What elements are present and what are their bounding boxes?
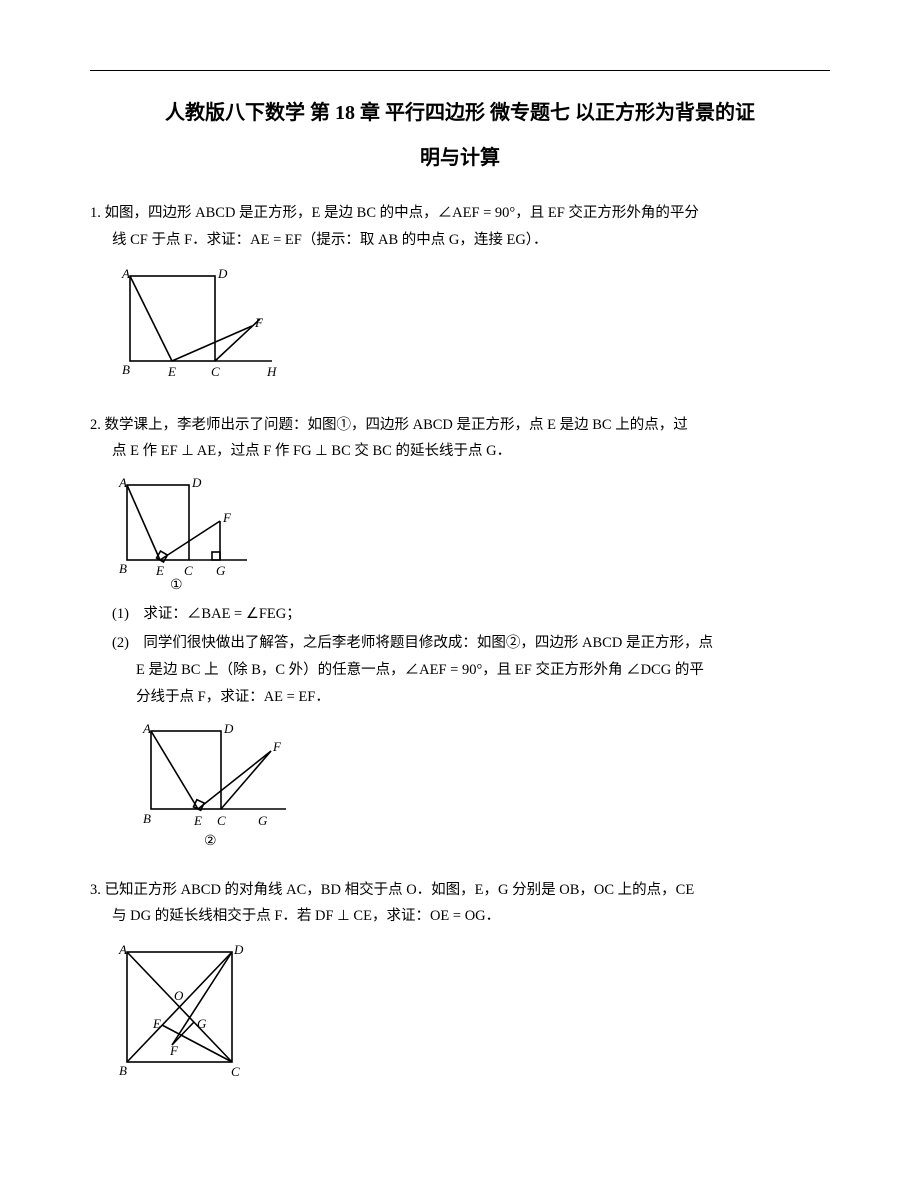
title-line1: 人教版八下数学 第 18 章 平行四边形 微专题七 以正方形为背景的证 [90, 95, 830, 131]
title-line2: 明与计算 [90, 141, 830, 170]
f1-B: B [119, 561, 127, 576]
f2-B: B [143, 811, 151, 826]
p1-figure: A D B E C F H [112, 264, 830, 386]
f2-G: G [258, 813, 268, 828]
p2-text: 数学课上，李老师出示了问题：如图①，四边形 ABCD 是正方形，点 E 是边 B… [105, 417, 688, 433]
f3-F: F [169, 1043, 179, 1058]
page: 人教版八下数学 第 18 章 平行四边形 微专题七 以正方形为背景的证 明与计算… [0, 0, 920, 1191]
lbl-A: A [121, 266, 130, 281]
problem-2: 2. 数学课上，李老师出示了问题：如图①，四边形 ABCD 是正方形，点 E 是… [90, 412, 830, 851]
lbl-C: C [211, 364, 220, 379]
lbl-E: E [167, 364, 176, 379]
f3-A: A [118, 942, 127, 957]
f3-D: D [233, 942, 244, 957]
f2-C: C [217, 813, 226, 828]
p3-line2: 与 DG 的延长线相交于点 F．若 DF ⊥ CE，求证：OE = OG． [90, 903, 830, 930]
p2-p2t2: E 是边 BC 上（除 B，C 外）的任意一点，∠AEF = 90°，且 EF … [90, 657, 830, 684]
p3-line1: 3. 已知正方形 ABCD 的对角线 AC，BD 相交于点 O．如图，E，G 分… [90, 877, 830, 904]
p2-line1: 2. 数学课上，李老师出示了问题：如图①，四边形 ABCD 是正方形，点 E 是… [90, 412, 830, 439]
f1-C: C [184, 563, 193, 578]
p2-figure1: A D B E C F G ① [112, 475, 830, 595]
f2-D: D [223, 721, 234, 736]
f3-B: B [119, 1063, 127, 1078]
lbl-D: D [217, 266, 228, 281]
f2-A: A [142, 721, 151, 736]
p1-line2: 线 CF 于点 F．求证：AE = EF（提示：取 AB 的中点 G，连接 EG… [90, 227, 830, 254]
problem-3: 3. 已知正方形 ABCD 的对角线 AC，BD 相交于点 O．如图，E，G 分… [90, 877, 830, 1086]
p2-p2n: (2) [112, 635, 129, 651]
f2-F: F [272, 739, 282, 754]
lbl-F: F [254, 315, 264, 330]
p1-line1: 1. 如图，四边形 ABCD 是正方形，E 是边 BC 的中点，∠AEF = 9… [90, 200, 830, 227]
f2-E: E [193, 813, 202, 828]
p1-num: 1. [90, 205, 101, 221]
p2-part1: (1) 求证：∠BAE = ∠FEG； [90, 601, 830, 628]
p2-p1t: 求证：∠BAE = ∠FEG； [143, 606, 300, 622]
f1-D: D [191, 475, 202, 490]
lbl-H: H [266, 364, 277, 379]
top-rule [90, 70, 830, 71]
p3-num: 3. [90, 882, 101, 898]
f3-G: G [197, 1016, 207, 1031]
problem-1: 1. 如图，四边形 ABCD 是正方形，E 是边 BC 的中点，∠AEF = 9… [90, 200, 830, 386]
p1-text: 如图，四边形 ABCD 是正方形，E 是边 BC 的中点，∠AEF = 90°，… [105, 205, 699, 221]
p2-num: 2. [90, 417, 101, 433]
p2-p1n: (1) [112, 606, 129, 622]
f1-F: F [222, 510, 232, 525]
p3-figure: A D B C O E G F [112, 940, 830, 1085]
f1-E: E [155, 563, 164, 578]
p2-part2: (2) 同学们很快做出了解答，之后李老师将题目修改成：如图②，四边形 ABCD … [90, 630, 830, 657]
p3-text: 已知正方形 ABCD 的对角线 AC，BD 相交于点 O．如图，E，G 分别是 … [105, 882, 695, 898]
p2-p2t: 同学们很快做出了解答，之后李老师将题目修改成：如图②，四边形 ABCD 是正方形… [143, 635, 713, 651]
p2-line2: 点 E 作 EF ⊥ AE，过点 F 作 FG ⊥ BC 交 BC 的延长线于点… [90, 438, 830, 465]
f3-O: O [174, 988, 184, 1003]
p2-figure2: A D B E C F G ② [136, 721, 830, 851]
f1-A: A [118, 475, 127, 490]
f1-cap: ① [170, 578, 183, 593]
p2-p2t3: 分线于点 F，求证：AE = EF． [90, 684, 830, 711]
f1-G: G [216, 563, 226, 578]
lbl-B: B [122, 362, 130, 377]
f2-cap: ② [204, 834, 217, 849]
f3-C: C [231, 1064, 240, 1079]
f3-E: E [152, 1016, 161, 1031]
